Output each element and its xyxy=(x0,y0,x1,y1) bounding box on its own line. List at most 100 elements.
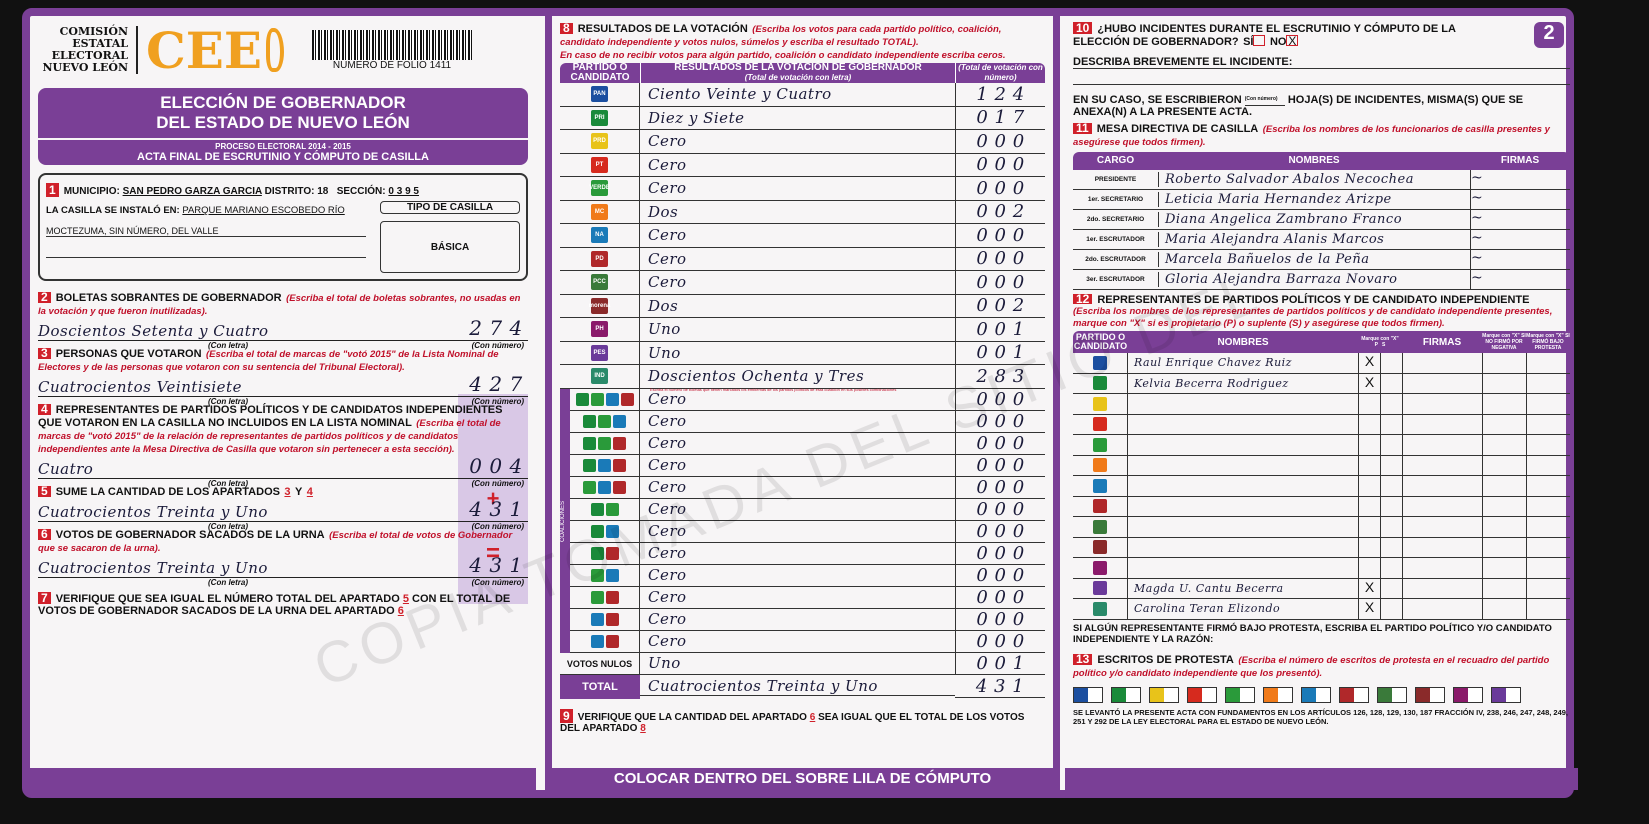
s-checkbox[interactable] xyxy=(1380,599,1402,619)
protesta-checkbox[interactable] xyxy=(1526,517,1570,537)
s-checkbox[interactable] xyxy=(1380,435,1402,455)
negativa-checkbox[interactable] xyxy=(1482,517,1526,537)
vote-letra: Cero xyxy=(648,478,687,496)
coalition-row: Cero 0 0 0 xyxy=(560,564,1045,587)
negativa-checkbox[interactable] xyxy=(1482,394,1526,414)
vote-letra: Uno xyxy=(648,654,681,672)
protesta-checkbox[interactable] xyxy=(1526,558,1570,578)
protest-box[interactable] xyxy=(1377,686,1407,703)
label: (Con número) xyxy=(471,341,524,350)
protesta-checkbox[interactable] xyxy=(1526,496,1570,516)
protest-box[interactable] xyxy=(1301,686,1331,703)
s-checkbox[interactable] xyxy=(1380,517,1402,537)
p-checkbox[interactable] xyxy=(1358,435,1380,455)
vote-number: 0 0 0 xyxy=(976,154,1025,176)
p-checkbox[interactable] xyxy=(1358,537,1380,557)
protest-box[interactable] xyxy=(1415,686,1445,703)
protesta-checkbox[interactable] xyxy=(1526,599,1570,619)
protest-box[interactable] xyxy=(1149,686,1179,703)
coalition-row: Cero 0 0 0 xyxy=(560,432,1045,455)
protesta-checkbox[interactable] xyxy=(1526,394,1570,414)
p-checkbox[interactable] xyxy=(1358,414,1380,434)
no-checkbox[interactable]: X xyxy=(1286,34,1299,49)
rep-row: Kelvia Becerra Rodriguez X xyxy=(1073,373,1570,394)
si-checkbox[interactable] xyxy=(1253,35,1266,47)
s-checkbox[interactable] xyxy=(1380,496,1402,516)
protest-box[interactable] xyxy=(1339,686,1369,703)
protesta-checkbox[interactable] xyxy=(1526,476,1570,496)
rep-row xyxy=(1073,537,1570,558)
negativa-checkbox[interactable] xyxy=(1482,578,1526,598)
nuevo-leon-map-icon xyxy=(266,28,285,72)
p-checkbox[interactable] xyxy=(1358,394,1380,414)
col-firmas: FIRMAS xyxy=(1500,155,1540,166)
s-checkbox[interactable] xyxy=(1380,476,1402,496)
title-line: ELECCIÓN DE GOBERNADOR xyxy=(160,93,406,112)
coalition-row: Cero 0 0 0 xyxy=(560,520,1045,543)
party-logo-pri-icon xyxy=(1093,376,1107,391)
p-checkbox[interactable]: X xyxy=(1358,578,1380,598)
negativa-checkbox[interactable] xyxy=(1482,599,1526,619)
protest-box[interactable] xyxy=(1491,686,1521,703)
s-checkbox[interactable] xyxy=(1380,558,1402,578)
s-checkbox[interactable] xyxy=(1380,414,1402,434)
folio-number: NUMERO DE FOLIO 1411 xyxy=(332,59,452,71)
p-checkbox[interactable]: X xyxy=(1358,373,1380,393)
rep-row xyxy=(1073,476,1570,497)
funcionario-name: Diana Angelica Zambrano Franco xyxy=(1158,212,1470,227)
protesta-checkbox[interactable] xyxy=(1526,578,1570,598)
negativa-checkbox[interactable] xyxy=(1482,414,1526,434)
rep-name: Kelvia Becerra Rodriguez xyxy=(1134,376,1289,390)
col-result: RESULTADOS DE LA VOTACIÓN DE GOBERNADOR xyxy=(674,62,922,73)
protesta-checkbox[interactable] xyxy=(1526,353,1570,373)
s-checkbox[interactable] xyxy=(1380,353,1402,373)
s-checkbox[interactable] xyxy=(1380,537,1402,557)
protest-box[interactable] xyxy=(1111,686,1141,703)
protesta-checkbox[interactable] xyxy=(1526,414,1570,434)
vote-letra: Cero xyxy=(648,522,687,540)
protest-box[interactable] xyxy=(1225,686,1255,703)
s5-amount: Cuatrocientos Treinta y Uno (Con letra) 4 … xyxy=(38,497,528,531)
party-logo-ph-icon xyxy=(1093,560,1107,575)
party-logo-pan-icon: PAN xyxy=(591,86,608,103)
label: (Con letra) xyxy=(208,341,248,350)
reps-header: PARTIDO O CANDIDATO NOMBRES Marque con "… xyxy=(1073,331,1570,353)
protest-box[interactable] xyxy=(1263,686,1293,703)
s-checkbox[interactable] xyxy=(1380,578,1402,598)
negativa-checkbox[interactable] xyxy=(1482,537,1526,557)
negativa-checkbox[interactable] xyxy=(1482,455,1526,475)
vote-letra: Cero xyxy=(648,500,687,518)
party-logo-mc-icon: MC xyxy=(591,203,608,220)
s-checkbox[interactable] xyxy=(1380,455,1402,475)
header-logos: COMISIÓN ESTATAL ELECTORAL NUEVO LEÓN CEE N… xyxy=(38,16,528,80)
party-logo-pri-icon xyxy=(1112,687,1126,702)
s-checkbox[interactable] xyxy=(1380,394,1402,414)
p-checkbox[interactable] xyxy=(1358,496,1380,516)
p-checkbox[interactable]: X xyxy=(1358,599,1380,619)
negativa-checkbox[interactable] xyxy=(1482,558,1526,578)
negativa-checkbox[interactable] xyxy=(1482,496,1526,516)
protesta-checkbox[interactable] xyxy=(1526,435,1570,455)
p-checkbox[interactable]: X xyxy=(1358,353,1380,373)
party-logo-pri-icon xyxy=(590,546,604,560)
protest-box[interactable] xyxy=(1073,686,1103,703)
negativa-checkbox[interactable] xyxy=(1482,476,1526,496)
party-row: morena Dos 0 0 2 xyxy=(560,294,1045,318)
negativa-checkbox[interactable] xyxy=(1482,435,1526,455)
p-checkbox[interactable] xyxy=(1358,558,1380,578)
protest-box[interactable] xyxy=(1453,686,1483,703)
negativa-checkbox[interactable] xyxy=(1482,353,1526,373)
p-checkbox[interactable] xyxy=(1358,517,1380,537)
protesta-checkbox[interactable] xyxy=(1526,537,1570,557)
p-checkbox[interactable] xyxy=(1358,455,1380,475)
negativa-checkbox[interactable] xyxy=(1482,373,1526,393)
text: HOJA(S) DE INCIDENTES, MISMA(S) QUE SE A… xyxy=(1073,94,1524,118)
ref: 3 xyxy=(284,486,291,498)
s-checkbox[interactable] xyxy=(1380,373,1402,393)
protesta-checkbox[interactable] xyxy=(1526,373,1570,393)
protesta-checkbox[interactable] xyxy=(1526,455,1570,475)
protest-box[interactable] xyxy=(1187,686,1217,703)
p-checkbox[interactable] xyxy=(1358,476,1380,496)
section-number: 9 xyxy=(560,708,573,723)
section-1: 1 MUNICIPIO: SAN PEDRO GARZA GARCIA DISTR… xyxy=(38,173,528,281)
